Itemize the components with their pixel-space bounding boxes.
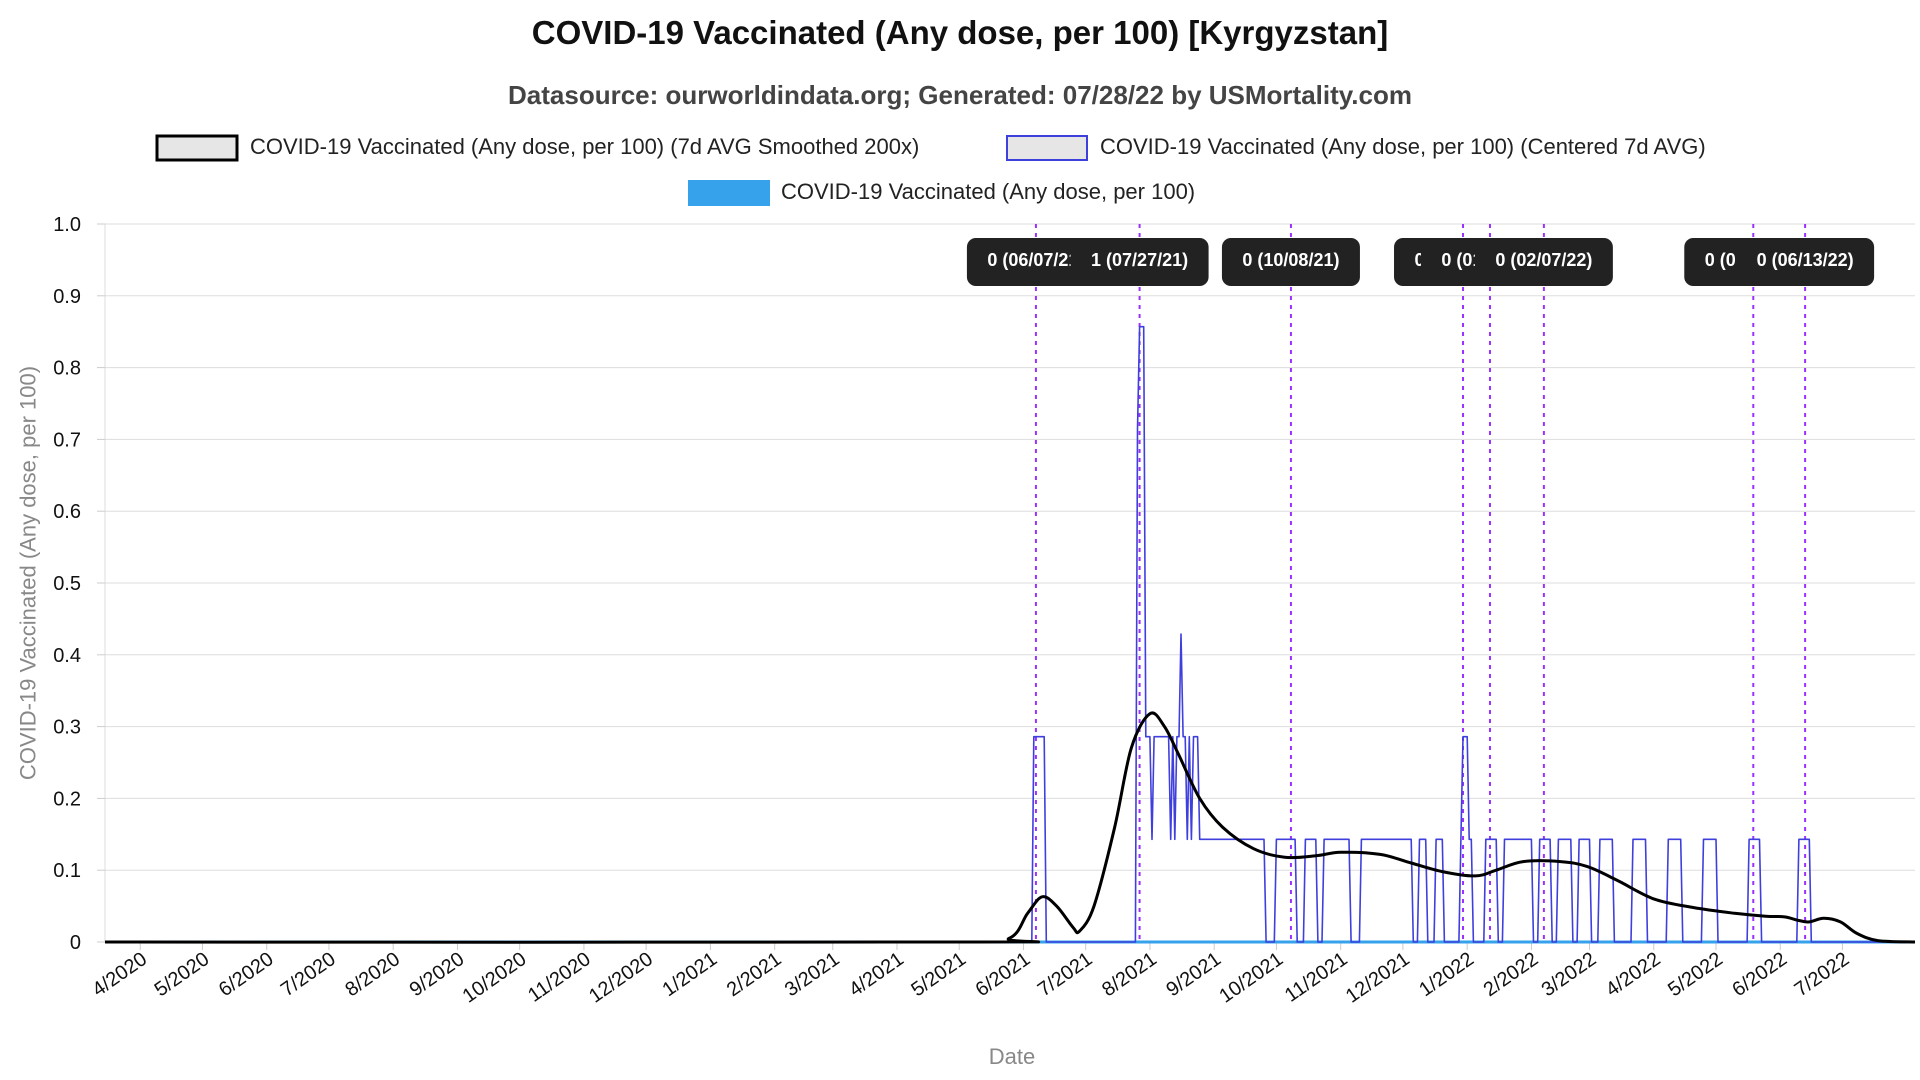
- x-tick-label: 8/2021: [1098, 948, 1161, 1001]
- x-tick-label: 5/2021: [907, 948, 970, 1001]
- chart-legend: COVID-19 Vaccinated (Any dose, per 100) …: [155, 134, 1706, 206]
- y-tick-label: 0.6: [53, 501, 81, 523]
- annotation-box: [1736, 238, 1875, 286]
- annotation-label: 0 (06/13/22): [1736, 238, 1875, 286]
- series-line-1[interactable]: [104, 711, 1916, 944]
- x-tick-label: 6/2021: [972, 948, 1035, 1001]
- x-tick-label: 1/2022: [1415, 948, 1478, 1001]
- y-tick-label: 0.9: [53, 286, 81, 308]
- x-tick-label: 3/2022: [1538, 948, 1601, 1001]
- y-tick-label: 0.4: [53, 645, 81, 667]
- x-tick-label: 2/2021: [723, 948, 786, 1001]
- x-axis-title: Date: [989, 1044, 1035, 1069]
- x-tick-label: 6/2022: [1728, 948, 1791, 1001]
- y-tick-label: 0: [70, 932, 81, 954]
- legend-swatch-1[interactable]: [155, 134, 239, 162]
- y-tick-label: 0.2: [53, 788, 81, 810]
- y-tick-label: 0.8: [53, 358, 81, 380]
- x-tick-label: 11/2020: [524, 948, 595, 1007]
- annotation-labels: 0 (06/07/21)1 (07/27/21)0 (10/08/21)0 (1…: [966, 238, 1875, 286]
- x-tick-label: 5/2022: [1664, 948, 1727, 1001]
- x-tick-label: 9/2021: [1162, 948, 1225, 1001]
- x-tick-label: 1/2021: [659, 948, 722, 1001]
- y-tick-label: 0.5: [53, 573, 81, 595]
- annotation-text: 0 (02/07/22): [1495, 250, 1592, 270]
- annotation-box: [1474, 238, 1613, 286]
- x-tick-label: 10/2020: [459, 948, 531, 1007]
- legend-swatch-3[interactable]: [688, 180, 770, 206]
- x-tick-label: 12/2020: [585, 948, 657, 1007]
- x-tick-label: 7/2022: [1791, 948, 1854, 1001]
- annotation-label: 0 (06/07/21): [966, 238, 1105, 286]
- x-tick-label: 2/2022: [1480, 948, 1543, 1001]
- x-tick-label: 4/2022: [1602, 948, 1665, 1001]
- x-tick-label: 4/2020: [88, 948, 151, 1001]
- annotation-label: 1 (07/27/21): [1070, 238, 1209, 286]
- y-axis: 0 0.1 0.2 0.3 0.4 0.5 0.6 0.7 0.8 0.9 1.0: [53, 214, 105, 954]
- x-tick-label: 10/2021: [1215, 948, 1287, 1007]
- y-tick-label: 0.3: [53, 717, 81, 739]
- legend-label-1[interactable]: COVID-19 Vaccinated (Any dose, per 100) …: [250, 134, 919, 159]
- x-tick-label: 4/2021: [845, 948, 908, 1001]
- y-axis-title: COVID-19 Vaccinated (Any dose, per 100): [16, 366, 41, 780]
- annotation-box: [966, 238, 1105, 286]
- chart-title: COVID-19 Vaccinated (Any dose, per 100) …: [531, 14, 1389, 51]
- x-tick-label: 9/2020: [406, 948, 469, 1001]
- x-tick-label: 5/2020: [151, 948, 214, 1001]
- x-axis: 4/2020 5/2020 6/2020 7/2020 8/2020 9/202010/2…: [88, 942, 1853, 1008]
- x-tick-label: 7/2020: [277, 948, 340, 1001]
- annotation-box: [1070, 238, 1209, 286]
- annotation-label: 0 (02/07/22): [1474, 238, 1613, 286]
- series-line-2[interactable]: [105, 325, 1915, 943]
- x-tick-label: 8/2020: [341, 948, 404, 1001]
- x-tick-label: 3/2021: [781, 948, 844, 1001]
- annotation-text: 0 (10/08/21): [1242, 250, 1339, 270]
- annotation-label: 0 (10/08/21): [1221, 238, 1360, 286]
- y-tick-label: 0.7: [53, 429, 81, 451]
- legend-label-2[interactable]: COVID-19 Vaccinated (Any dose, per 100) …: [1100, 134, 1706, 159]
- legend-swatch-2[interactable]: [1006, 135, 1088, 161]
- y-tick-label: 0.1: [53, 860, 81, 882]
- grid-lines: [104, 223, 1915, 943]
- legend-label-3[interactable]: COVID-19 Vaccinated (Any dose, per 100): [781, 179, 1195, 204]
- y-tick-label: 1.0: [53, 214, 81, 236]
- x-tick-label: 6/2020: [215, 948, 278, 1001]
- annotation-text: 0 (06/07/21): [987, 250, 1084, 270]
- x-tick-label: 11/2021: [1281, 948, 1352, 1007]
- x-tick-label: 12/2021: [1342, 948, 1414, 1007]
- annotation-text: 1 (07/27/21): [1091, 250, 1188, 270]
- chart-subtitle: Datasource: ourworldindata.org; Generate…: [508, 80, 1412, 110]
- x-tick-label: 7/2021: [1034, 948, 1097, 1001]
- annotation-text: 0 (06/13/22): [1757, 250, 1854, 270]
- series-layer: [104, 325, 1916, 944]
- annotation-box: [1221, 238, 1360, 286]
